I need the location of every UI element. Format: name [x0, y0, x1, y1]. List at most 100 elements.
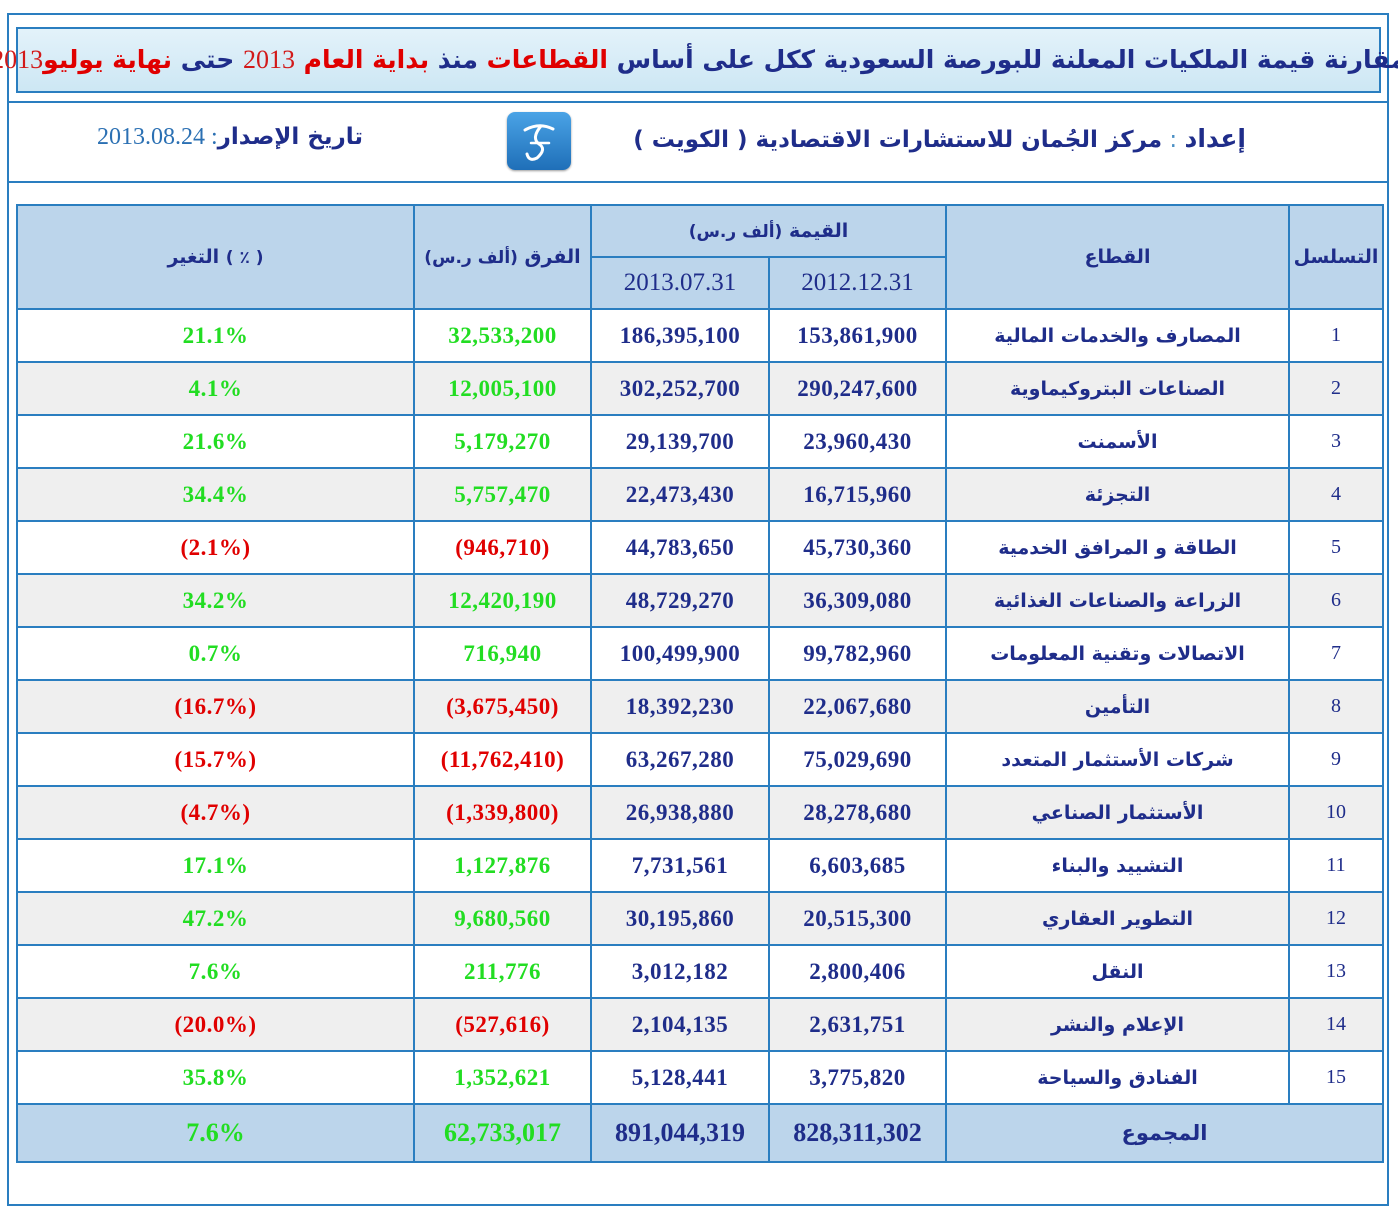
diff-cell: 9,680,560 [413, 891, 592, 946]
table-row: 47.2% 9,680,560 30,195,860 20,515,300 التطوي… [16, 891, 1384, 946]
change-cell: (2.1%) [16, 520, 415, 575]
value-2013-cell: 5,128,441 [590, 1050, 770, 1105]
value-2013-cell: 30,195,860 [590, 891, 770, 946]
change-cell: 47.2% [16, 891, 415, 946]
table-row: 21.6% 5,179,270 29,139,700 23,960,430 الأسمن… [16, 414, 1384, 469]
seq-cell: 3 [1288, 414, 1384, 469]
diff-cell: (527,616) [413, 997, 592, 1052]
header-separator-bottom [7, 181, 1389, 183]
seq-cell: 11 [1288, 838, 1384, 893]
sector-name-cell: الزراعة والصناعات الغذائية [945, 573, 1290, 628]
table-row: 17.1% 1,127,876 7,731,561 6,603,685 التشييد … [16, 838, 1384, 893]
seq-cell: 4 [1288, 467, 1384, 522]
header-change: التغير ( ٪ ) [16, 204, 415, 310]
seq-cell: 13 [1288, 944, 1384, 999]
sector-name-cell: التأمين [945, 679, 1290, 734]
header-seq: التسلسل [1288, 204, 1384, 310]
sector-name-cell: الاتصالات وتقنية المعلومات [945, 626, 1290, 681]
value-2013-cell: 29,139,700 [590, 414, 770, 469]
change-cell: 4.1% [16, 361, 415, 416]
header-date-2012: 2012.12.31 [768, 256, 947, 310]
table-row: (4.7%) (1,339,800) 26,938,880 28,278,680 الأ… [16, 785, 1384, 840]
total-row: 7.6% 62,733,017 891,044,319 828,311,302 … [16, 1103, 1384, 1163]
value-2012-cell: 36,309,080 [768, 573, 947, 628]
diff-cell: 716,940 [413, 626, 592, 681]
value-2013-cell: 26,938,880 [590, 785, 770, 840]
table-row: (20.0%) (527,616) 2,104,135 2,631,751 الإعلا… [16, 997, 1384, 1052]
table-row: (15.7%) (11,762,410) 63,267,280 75,029,690 ش… [16, 732, 1384, 787]
seq-cell: 6 [1288, 573, 1384, 628]
change-cell: (15.7%) [16, 732, 415, 787]
sector-name-cell: شركات الأستثمار المتعدد [945, 732, 1290, 787]
table-row: 34.2% 12,420,190 48,729,270 36,309,080 الزرا… [16, 573, 1384, 628]
diff-cell: 5,757,470 [413, 467, 592, 522]
change-cell: 34.2% [16, 573, 415, 628]
change-cell: (20.0%) [16, 997, 415, 1052]
value-2013-cell: 22,473,430 [590, 467, 770, 522]
sector-name-cell: التطوير العقاري [945, 891, 1290, 946]
sector-name-cell: الأستثمار الصناعي [945, 785, 1290, 840]
table-row: 21.1% 32,533,200 186,395,100 153,861,900 الم… [16, 308, 1384, 363]
total-label: المجموع [945, 1103, 1384, 1163]
seq-cell: 10 [1288, 785, 1384, 840]
value-2012-cell: 22,067,680 [768, 679, 947, 734]
diff-cell: (11,762,410) [413, 732, 592, 787]
value-2013-cell: 44,783,650 [590, 520, 770, 575]
value-2012-cell: 2,631,751 [768, 997, 947, 1052]
total-2013: 891,044,319 [590, 1103, 770, 1163]
seq-cell: 15 [1288, 1050, 1384, 1105]
seq-cell: 12 [1288, 891, 1384, 946]
change-cell: (16.7%) [16, 679, 415, 734]
value-2013-cell: 18,392,230 [590, 679, 770, 734]
value-2012-cell: 23,960,430 [768, 414, 947, 469]
header-sector: القطاع [945, 204, 1290, 310]
header-diff: الفرق (ألف ر.س) [413, 204, 592, 310]
table-row: (16.7%) (3,675,450) 18,392,230 22,067,680 ال… [16, 679, 1384, 734]
table-row: 0.7% 716,940 100,499,900 99,782,960 الاتصالا… [16, 626, 1384, 681]
sector-table: التغير ( ٪ ) الفرق (ألف ر.س) القيمة (ألف… [16, 204, 1384, 1163]
issue-date: تاريخ الإصدار: 2013.08.24 [97, 124, 364, 150]
change-cell: 0.7% [16, 626, 415, 681]
prepared-by: إعداد : مركز الجُمان للاستشارات الاقتصاد… [633, 124, 1246, 153]
seq-cell: 1 [1288, 308, 1384, 363]
value-2012-cell: 45,730,360 [768, 520, 947, 575]
title-banner: مقارنة قيمة الملكيات المعلنة للبورصة الس… [0, 27, 1398, 93]
diff-cell: (3,675,450) [413, 679, 592, 734]
table-row: 35.8% 1,352,621 5,128,441 3,775,820 الفنادق … [16, 1050, 1384, 1105]
value-2012-cell: 6,603,685 [768, 838, 947, 893]
seq-cell: 8 [1288, 679, 1384, 734]
table-row: 7.6% 211,776 3,012,182 2,800,406 النقل 13 [16, 944, 1384, 999]
value-2012-cell: 3,775,820 [768, 1050, 947, 1105]
sector-name-cell: الإعلام والنشر [945, 997, 1290, 1052]
value-2012-cell: 2,800,406 [768, 944, 947, 999]
sector-name-cell: التجزئة [945, 467, 1290, 522]
diff-cell: 1,352,621 [413, 1050, 592, 1105]
page-title: مقارنة قيمة الملكيات المعلنة للبورصة الس… [0, 45, 1398, 74]
value-2012-cell: 153,861,900 [768, 308, 947, 363]
aljoman-logo-icon [507, 112, 571, 170]
value-2013-cell: 186,395,100 [590, 308, 770, 363]
diff-cell: (946,710) [413, 520, 592, 575]
change-cell: 35.8% [16, 1050, 415, 1105]
diff-cell: 32,533,200 [413, 308, 592, 363]
table-row: 4.1% 12,005,100 302,252,700 290,247,600 الصن… [16, 361, 1384, 416]
value-2013-cell: 7,731,561 [590, 838, 770, 893]
sector-name-cell: التشييد والبناء [945, 838, 1290, 893]
diff-cell: 5,179,270 [413, 414, 592, 469]
total-change: 7.6% [16, 1103, 415, 1163]
seq-cell: 9 [1288, 732, 1384, 787]
total-diff: 62,733,017 [413, 1103, 592, 1163]
header-separator-top [7, 101, 1389, 103]
change-cell: 7.6% [16, 944, 415, 999]
header-value: القيمة (ألف ر.س) [590, 204, 947, 258]
outer-frame [7, 13, 1389, 1206]
diff-cell: 211,776 [413, 944, 592, 999]
value-2013-cell: 48,729,270 [590, 573, 770, 628]
diff-cell: 12,420,190 [413, 573, 592, 628]
diff-cell: 1,127,876 [413, 838, 592, 893]
change-cell: 21.1% [16, 308, 415, 363]
value-2013-cell: 63,267,280 [590, 732, 770, 787]
header-date-2013: 2013.07.31 [590, 256, 770, 310]
diff-cell: (1,339,800) [413, 785, 592, 840]
value-2013-cell: 100,499,900 [590, 626, 770, 681]
